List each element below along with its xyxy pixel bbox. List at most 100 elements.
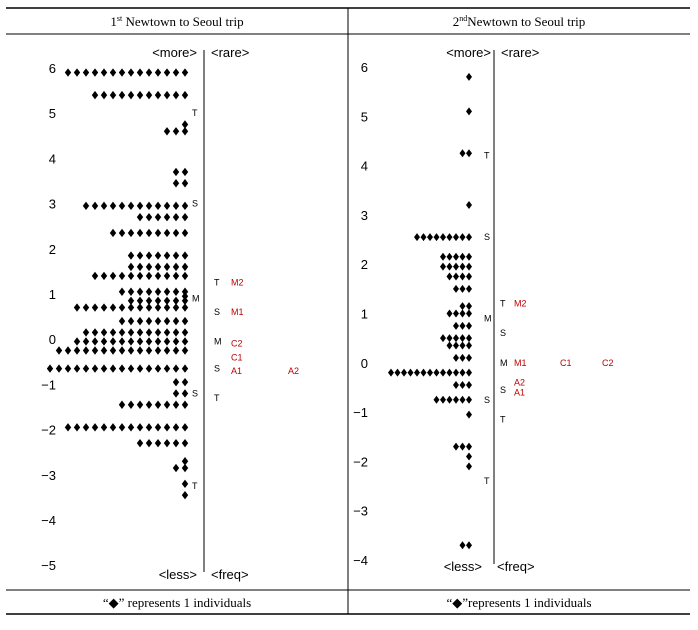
panel-2-dot <box>466 149 472 158</box>
panel-2-dot <box>459 368 466 377</box>
panel-1-dot <box>82 346 90 355</box>
panel-2-marker-left: M <box>484 313 492 323</box>
panel-1-dot <box>100 68 108 77</box>
panel-2-y-tick: 6 <box>361 60 368 75</box>
panel-1-dot <box>127 316 135 326</box>
panel-1-dot <box>163 303 171 312</box>
panel-2-dot <box>394 368 401 377</box>
panel-1-y-tick: 0 <box>49 332 56 347</box>
panel-1-marker-mid: T <box>214 393 220 403</box>
panel-1-dot <box>127 262 135 272</box>
panel-2-marker-left: S <box>484 232 490 242</box>
panel-2-less-label: <less> <box>444 559 482 574</box>
panel-1-dot <box>118 328 126 337</box>
panel-2-dot <box>466 72 472 81</box>
panel-1-dot <box>136 328 144 337</box>
panel-1-dot <box>172 346 180 355</box>
panel-1-dot <box>181 120 189 129</box>
panel-1-y-tick: 3 <box>49 197 56 212</box>
panel-2-y-tick: 3 <box>361 208 368 223</box>
panel-1-dot <box>181 400 189 409</box>
panel-2-dot <box>420 368 427 377</box>
panel-2-dot <box>466 233 472 242</box>
panel-2-header: 2ndNewtown to Seoul trip <box>453 14 586 29</box>
panel-1-dot <box>127 271 135 281</box>
panel-1-dot <box>154 400 162 409</box>
panel-1-dot <box>181 271 189 281</box>
panel-1-dot <box>172 179 180 188</box>
panel-1-dot <box>118 400 126 409</box>
panel-1-dot <box>172 90 180 100</box>
panel-2-code: A1 <box>514 387 525 397</box>
panel-1-dot <box>64 423 72 432</box>
panel-2-dot <box>388 368 394 377</box>
panel-1-dot <box>145 90 153 100</box>
panel-1-dot <box>91 90 99 100</box>
panel-1-marker-mid: S <box>214 364 220 374</box>
panel-2-dot <box>453 284 459 293</box>
panel-2-dot <box>466 368 472 377</box>
panel-1-marker-bottom: T <box>192 481 198 491</box>
panel-1-dot <box>118 228 126 238</box>
panel-2-dot <box>466 341 472 350</box>
panel-1-dot <box>136 201 144 211</box>
panel-1-dot <box>154 337 162 346</box>
panel-1-dot <box>73 346 81 355</box>
panel-2-dot <box>466 201 472 210</box>
panel-2-y-tick: −2 <box>353 454 368 469</box>
panel-2-dot <box>453 341 459 350</box>
panel-2-dot <box>453 262 459 271</box>
panel-2-dot <box>446 368 453 377</box>
panel-2-dot <box>433 368 440 377</box>
panel-1-dot <box>172 337 180 346</box>
panel-1-marker-left: S <box>192 388 198 398</box>
panel-2-dot <box>459 395 466 404</box>
panel-2-dot <box>466 353 472 362</box>
panel-1-dot <box>154 68 162 77</box>
panel-1-code: A1 <box>231 366 242 376</box>
panel-1-dot <box>91 68 99 77</box>
panel-2-marker-mid: T <box>500 299 506 309</box>
panel-2-y-tick: 0 <box>361 356 368 371</box>
panel-1-marker-mid: S <box>214 307 220 317</box>
panel-2-marker-mid: S <box>500 328 506 338</box>
panel-1-dot <box>163 346 171 355</box>
panel-1-dot <box>145 328 153 337</box>
panel-1-dot <box>127 228 135 238</box>
panel-1-dot <box>100 423 108 432</box>
panel-1-dot <box>100 303 108 312</box>
panel-1-dot <box>154 271 162 281</box>
panel-1-dot <box>181 251 189 260</box>
panel-2-dot <box>459 380 466 389</box>
panel-1-dot <box>136 271 144 281</box>
panel-1-dot <box>163 400 171 409</box>
panel-1-dot <box>154 316 162 326</box>
panel-1-dot <box>109 303 117 312</box>
panel-1-dot <box>127 337 135 346</box>
panel-2-code: M2 <box>514 299 527 309</box>
panel-1-y-tick: 1 <box>49 287 56 302</box>
panel-2-marker-mid: M <box>500 358 508 368</box>
panel-2-dot <box>466 442 472 451</box>
panel-2-dot <box>459 321 466 330</box>
panel-1-dot <box>46 364 54 373</box>
panel-2-dot <box>466 452 472 461</box>
comparison-table: 1st Newtown to Seoul trip “◆” represents… <box>6 6 690 615</box>
panel-1-dot <box>181 292 189 301</box>
panel-2-dot <box>440 262 446 271</box>
panel-1-dot <box>118 201 126 211</box>
panel-1-dot <box>136 68 144 77</box>
panel-2-dot <box>466 380 472 389</box>
panel-1-dot <box>172 127 180 136</box>
panel-1-dot <box>136 303 144 312</box>
panel-1-dot <box>100 364 108 373</box>
panel-2-dot <box>414 233 420 242</box>
panel-1-dot <box>118 68 126 77</box>
panel-1-dot <box>109 423 117 432</box>
panel-1-dot <box>127 346 135 355</box>
panel-2-dot <box>446 233 453 242</box>
panel-1-y-tick: 6 <box>49 61 56 76</box>
panel-1-dot <box>154 287 162 296</box>
panel-1-dot <box>109 90 117 100</box>
